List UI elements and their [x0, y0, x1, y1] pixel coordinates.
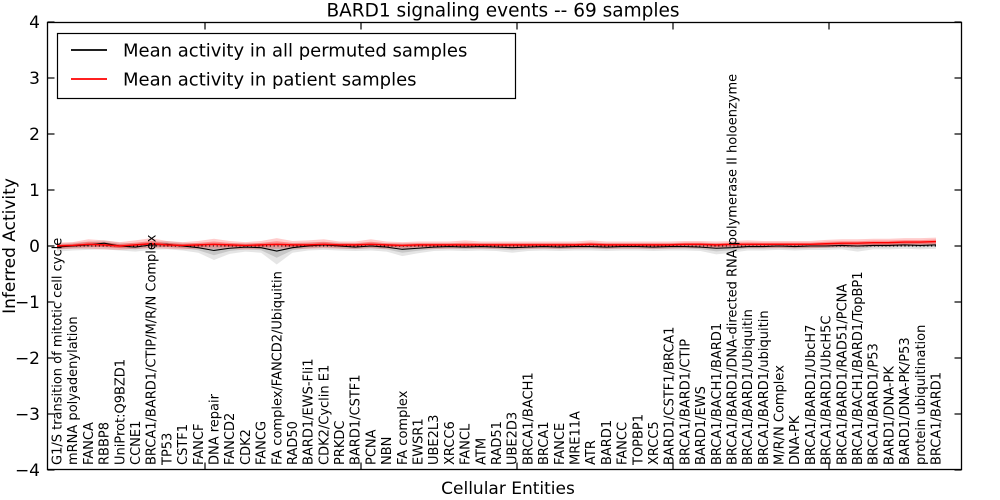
chart-title: BARD1 signaling events -- 69 samples — [326, 1, 679, 22]
entity-label: PCNA — [364, 429, 379, 465]
entity-label: FANCL — [459, 423, 474, 465]
entity-label: ATR — [584, 440, 599, 465]
entity-label: FA complex/FANCD2/Ubiquitin — [270, 271, 285, 465]
y-tick-label: 2 — [29, 125, 40, 145]
entity-label: RAD50 — [286, 421, 301, 465]
permuted-band-outer — [57, 240, 936, 265]
entity-label: XRCC5 — [647, 421, 662, 465]
entity-label: PRKDC — [333, 421, 348, 465]
entity-label: BRCA1/BACH1 — [521, 372, 536, 465]
entity-label: UniProt:Q9BZD1 — [113, 359, 128, 465]
entity-label: NBN — [380, 437, 395, 465]
entity-label: CDK2 — [239, 429, 254, 465]
confidence-bands — [57, 237, 936, 265]
y-tick-label: 1 — [29, 181, 40, 201]
y-tick-label: −3 — [15, 405, 40, 425]
entity-label: protein ubiquitination — [914, 325, 929, 465]
entity-label: UBE2D3 — [506, 412, 521, 465]
entity-label: BRCA1/BARD1/CTIP/M/R/N Complex — [145, 234, 160, 465]
entity-label: BARD1/DNA-PK/P53 — [898, 337, 913, 465]
entity-label: FANCG — [255, 421, 270, 465]
entity-label: RAD51 — [490, 421, 505, 465]
entity-label: BRCA1/BARD1 — [930, 372, 945, 465]
entity-label: UBE2L3 — [427, 415, 442, 465]
entity-label: BARD1 — [600, 420, 615, 465]
entity-label: BRCA1 — [537, 421, 552, 465]
entity-label: BARD1/CSTF1 — [349, 374, 364, 465]
entity-label: FANCE — [553, 423, 568, 465]
entity-label: FANCA — [82, 422, 97, 465]
entity-label: FANCF — [192, 424, 207, 465]
y-tick-label: −2 — [15, 349, 40, 369]
entity-label: BRCA1/BARD1/CTIP — [678, 339, 693, 465]
legend-label-permuted: Mean activity in all permuted samples — [123, 41, 467, 62]
entity-label: FA complex — [396, 390, 411, 465]
y-tick-label: 0 — [29, 237, 40, 257]
entity-label: CDK2/Cyclin E1 — [317, 365, 332, 465]
y-tick-label: −4 — [15, 461, 40, 481]
entity-label: BRCA1/BARD1/RAD51/PCNA — [835, 284, 850, 465]
legend-label-patient: Mean activity in patient samples — [123, 70, 417, 91]
entity-label: BRCA1/BARD1/P53 — [867, 343, 882, 465]
entity-tick-labels: G1/S transition of mitotic cell cycle mRN… — [51, 74, 945, 466]
entity-label: BRCA1/BACH1/BARD1/TopBP1 — [851, 272, 866, 465]
entity-label: M/R/N Complex — [773, 365, 788, 465]
permuted-band-inner — [57, 241, 936, 258]
y-tick-label: −1 — [15, 293, 40, 313]
entity-label: EWSR1 — [412, 418, 427, 465]
series-lines — [56, 240, 937, 252]
entity-label: BRCA1/BARD1/UbcH5C — [820, 316, 835, 465]
permuted-mean-line — [56, 242, 937, 252]
y-tick-label: 4 — [29, 13, 40, 33]
patient-band-inner — [57, 239, 936, 248]
x-axis-label: Cellular Entities — [441, 479, 575, 499]
entity-label: RBBP8 — [98, 422, 113, 465]
patient-mean-line — [56, 240, 937, 247]
y-axis-label: Inferred Activity — [0, 178, 20, 314]
entity-label: FANCC — [616, 422, 631, 465]
axis-tick-marks — [47, 21, 962, 471]
entity-label: DNA repair — [207, 393, 222, 465]
entity-label: BARD1/EWS — [694, 386, 709, 465]
entity-label: BRCA1/BARD1/Ubiquitin — [741, 309, 756, 465]
entity-label: BARD1/DNA-PK — [882, 366, 897, 465]
entity-label: MRE11A — [568, 411, 583, 465]
entity-label: BRCA1/BARD1/DNA-directed RNA polymerase … — [725, 74, 740, 465]
entity-label: G1/S transition of mitotic cell cycle — [51, 238, 66, 465]
y-tick-label: 3 — [29, 69, 40, 89]
entity-label: BARD1/EWS-Fli1 — [302, 359, 317, 466]
patient-band-outer — [57, 237, 936, 250]
entity-label: BRCA1/BARD1/ubiquitin — [757, 310, 772, 465]
entity-label: XRCC6 — [443, 421, 458, 465]
entity-label: ATM — [474, 438, 489, 465]
entity-label: TOPBP1 — [631, 414, 646, 466]
entity-label: TP53 — [160, 433, 175, 466]
entity-label: DNA-PK — [788, 415, 803, 465]
entity-label: BRCA1/BACH1/BARD1 — [710, 323, 725, 465]
legend: Mean activity in all permuted samples Me… — [56, 32, 517, 100]
entity-label: CSTF1 — [176, 424, 191, 465]
entity-label: CCNE1 — [129, 421, 144, 465]
entity-label: BRCA1/BARD1/UbcH7 — [804, 325, 819, 465]
entity-label: BARD1/CSTF1/BRCA1 — [663, 327, 678, 465]
legend-box — [56, 32, 517, 100]
entity-label: mRNA polyadenylation — [66, 316, 81, 465]
entity-label: FANCD2 — [223, 413, 238, 465]
y-tick-labels: 4 3 2 1 0 −1 −2 −3 −4 — [15, 13, 40, 481]
